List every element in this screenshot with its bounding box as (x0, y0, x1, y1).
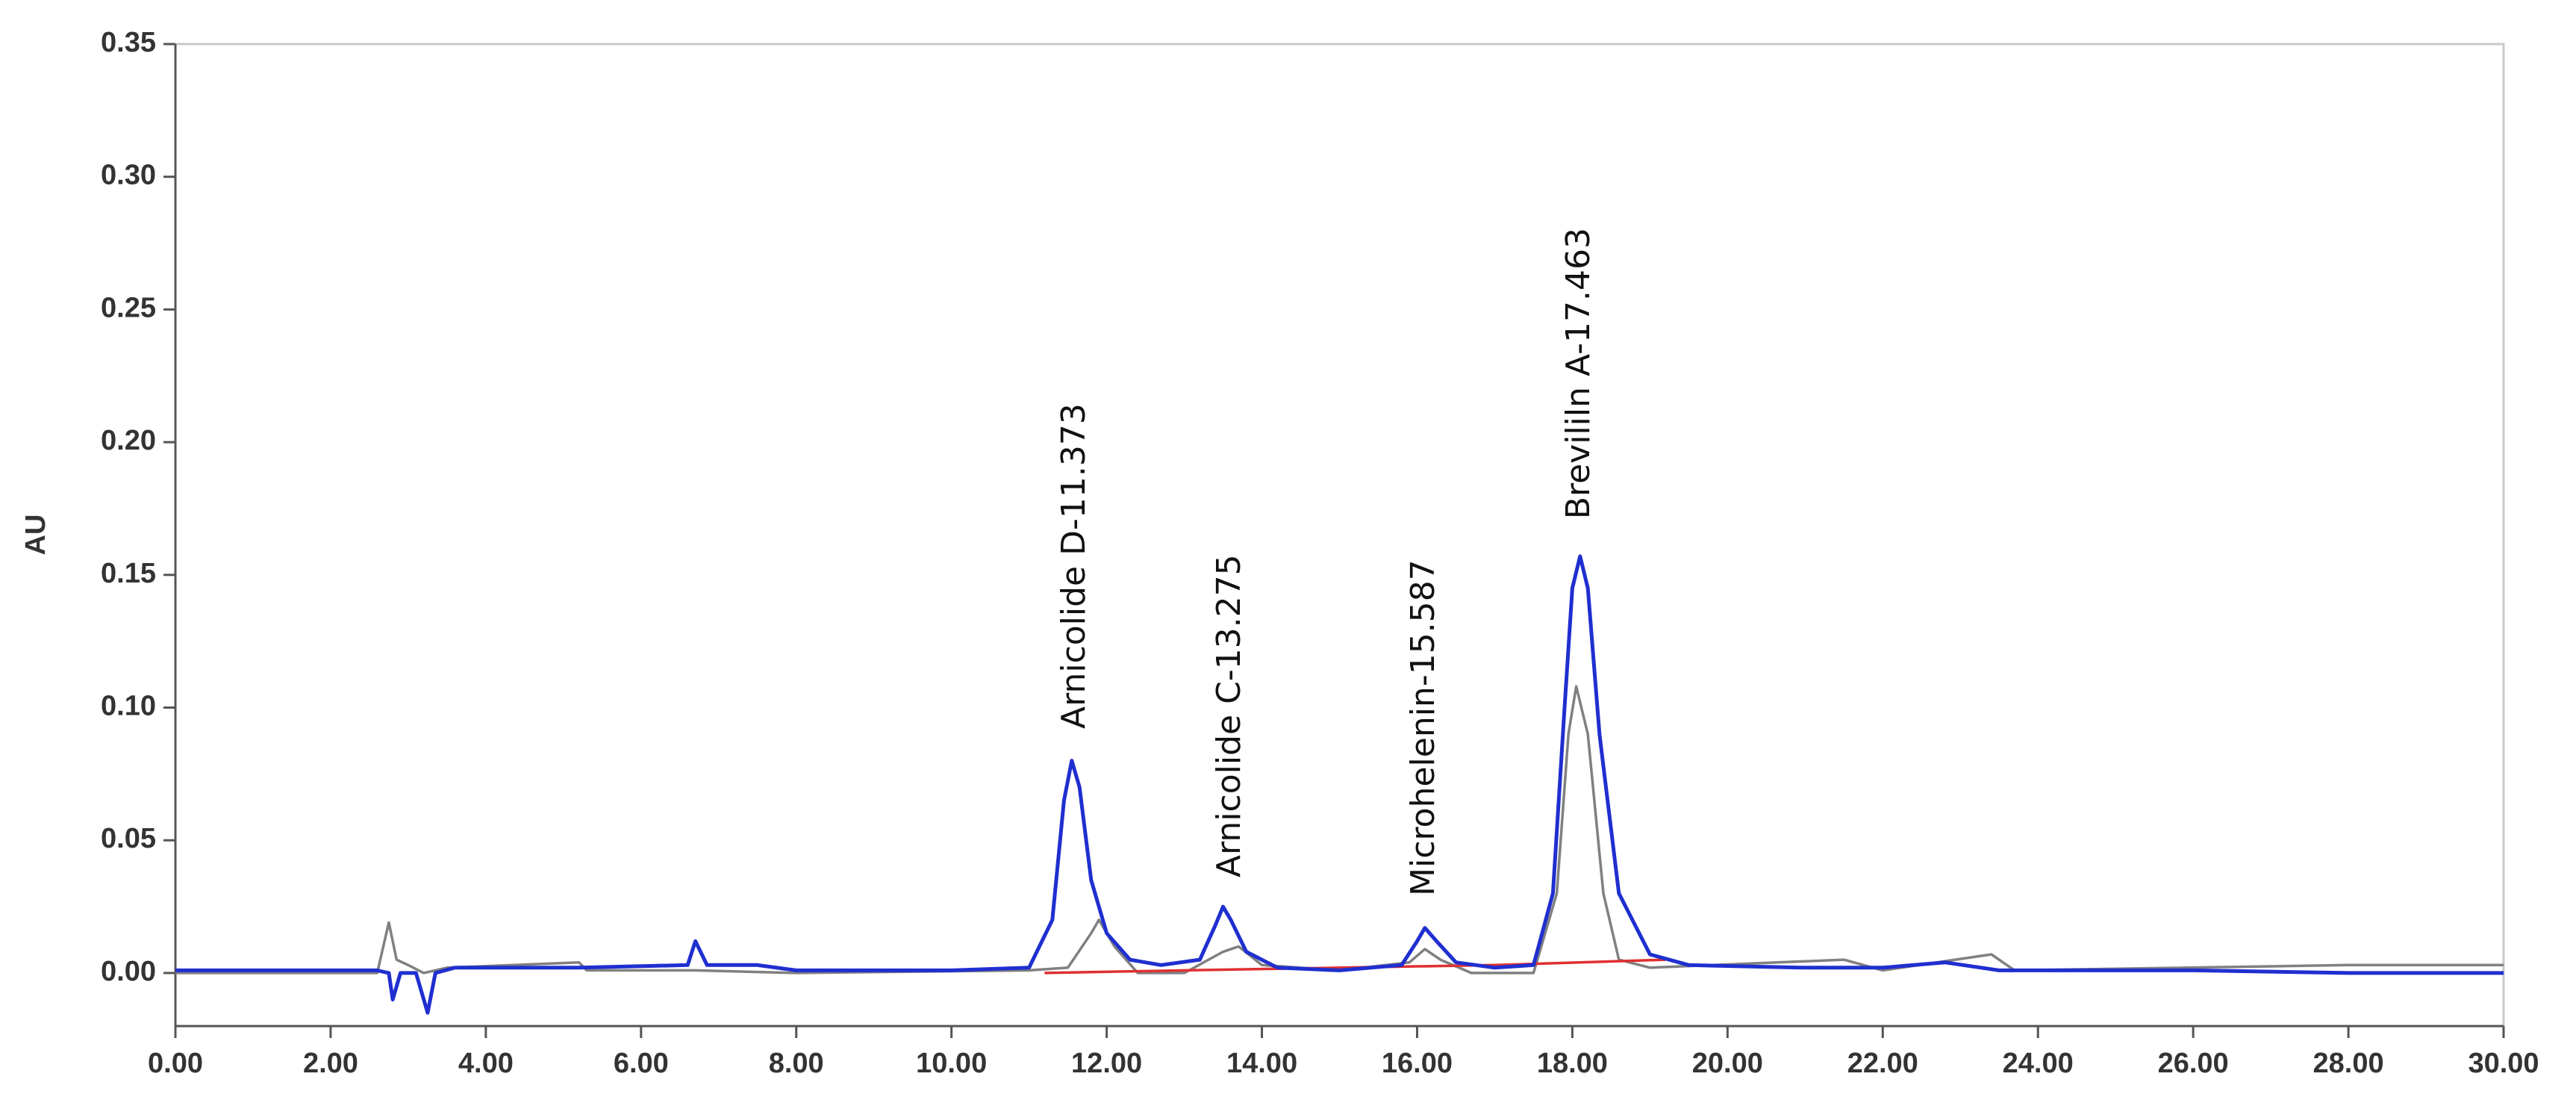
trace-line (175, 685, 2504, 975)
x-tick-label: 28.00 (2313, 1048, 2384, 1079)
x-tick-label: 0.00 (148, 1048, 203, 1079)
x-tick-label: 10.00 (916, 1048, 987, 1079)
x-tick-label: 20.00 (1692, 1048, 1763, 1079)
peak-annotation: Arnicolide D-11.373 (1055, 403, 1093, 729)
y-tick-label: 0.30 (101, 160, 156, 191)
y-tick-label: 0.05 (101, 823, 156, 854)
trace-line (1044, 958, 1666, 975)
x-tick-label: 22.00 (1847, 1048, 1918, 1079)
y-tick-label: 0.00 (101, 956, 156, 987)
x-tick-label: 2.00 (303, 1048, 358, 1079)
plot-frame (174, 43, 2505, 1028)
y-tick-label: 0.15 (101, 558, 156, 589)
x-tick-label: 24.00 (2003, 1048, 2074, 1079)
x-tick-label: 26.00 (2158, 1048, 2229, 1079)
trace-line (175, 554, 2504, 1015)
x-tick-label: 14.00 (1226, 1048, 1297, 1079)
x-tick-label: 30.00 (2468, 1048, 2539, 1079)
peak-annotation: Microhelenin-15.587 (1404, 559, 1442, 896)
y-axis-label: AU (20, 515, 52, 556)
x-tick-label: 18.00 (1537, 1048, 1608, 1079)
peak-annotation: Arnicolide C-13.275 (1210, 554, 1248, 877)
y-tick-label: 0.25 (101, 292, 156, 323)
y-tick-label: 0.35 (101, 27, 156, 58)
x-tick-label: 16.00 (1382, 1048, 1453, 1079)
y-tick-label: 0.20 (101, 425, 156, 456)
y-tick-label: 0.10 (101, 691, 156, 722)
x-tick-label: 12.00 (1071, 1048, 1142, 1079)
x-tick-label: 8.00 (769, 1048, 824, 1079)
x-tick-label: 4.00 (458, 1048, 514, 1079)
x-tick-label: 6.00 (614, 1048, 669, 1079)
peak-annotation: Brevililn A-17.463 (1559, 228, 1597, 519)
